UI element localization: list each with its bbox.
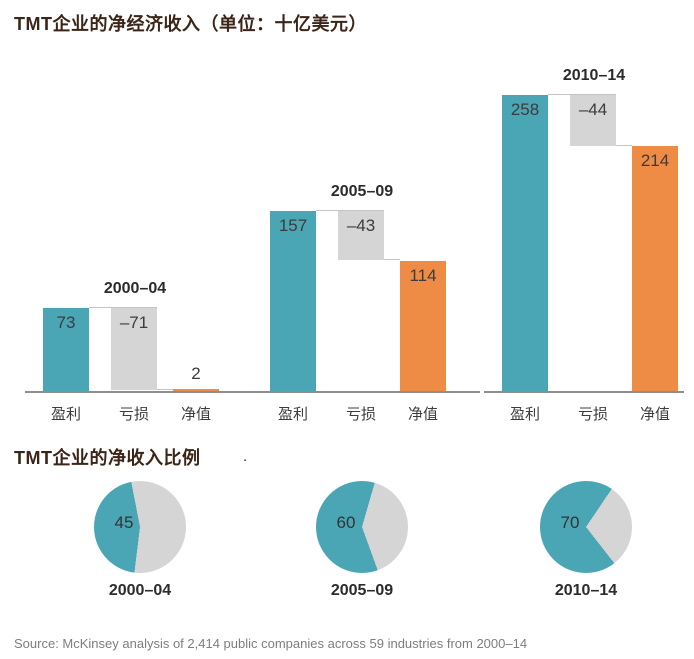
net-value: 114 [409,266,437,285]
pie-block-2000-04: 45 2000–04 [94,481,186,599]
pie-chart-title: TMT企业的净收入比例 [14,448,201,468]
period-label: 2000–04 [103,280,167,297]
axis-label-loss: 亏损 [118,406,149,423]
pie-chart [94,481,186,573]
waterfall-connector-bottom [384,259,400,260]
waterfall-connector-bottom [616,145,632,146]
axis-baseline [25,391,253,393]
waterfall-group-2005-09: 2005–09 157 –43 114 盈利 亏损 净值 [252,0,480,430]
axis-label-net: 净值 [180,406,211,423]
profit-value: 73 [56,313,76,332]
net-bar: 2 [173,364,219,392]
axis-label-net: 净值 [407,406,438,423]
profit-value: 157 [278,216,308,235]
loss-bar: –43 [338,211,384,260]
loss-bar: –71 [111,308,157,390]
period-label: 2010–14 [562,67,626,84]
net-bar: 114 [400,261,446,392]
net-bar: 214 [632,146,678,392]
pie-period-label: 2000–04 [108,582,172,599]
axis-baseline [484,391,684,393]
pie-block-2010-14: 70 2010–14 [540,481,632,599]
profit-value: 258 [510,100,540,119]
axis-label-profit: 盈利 [277,406,308,423]
waterfall-connector-top [89,307,157,308]
net-value: 2 [191,364,201,383]
waterfall-chart-title: TMT企业的净经济收入（单位：十亿美元） [14,14,367,34]
net-value: 214 [640,151,670,170]
waterfall-connector-top [548,94,616,95]
profit-bar: 73 [43,308,89,392]
pie-period-label: 2005–09 [330,582,394,599]
waterfall-connector-bottom [157,389,173,390]
loss-value: –71 [119,313,149,332]
pie-value: 60 [336,513,356,532]
loss-bar: –44 [570,95,616,146]
period-label: 2005–09 [330,183,394,200]
axis-label-profit: 盈利 [509,406,540,423]
loss-value: –43 [346,216,376,235]
pie-chart [540,481,632,573]
pie-chart [316,481,408,573]
pie-block-2005-09: 60 2005–09 [316,481,408,599]
axis-label-loss: 亏损 [345,406,376,423]
waterfall-connector-top [316,210,384,211]
waterfall-group-2000-04: 2000–04 73 –71 2 盈利 亏损 净值 [25,0,253,430]
profit-bar: 258 [502,95,548,392]
pie-value: 70 [560,513,580,532]
axis-label-loss: 亏损 [577,406,608,423]
axis-baseline [252,391,480,393]
profit-bar: 157 [270,211,316,392]
pie-value: 45 [114,513,134,532]
waterfall-group-2010-14: 2010–14 258 –44 214 盈利 亏损 净值 [484,0,684,430]
axis-label-profit: 盈利 [50,406,81,423]
title-trailing-dot: . [243,448,248,465]
loss-value: –44 [578,100,608,119]
axis-label-net: 净值 [639,406,670,423]
source-note: Source: McKinsey analysis of 2,414 publi… [14,636,528,651]
pie-period-label: 2010–14 [554,582,618,599]
